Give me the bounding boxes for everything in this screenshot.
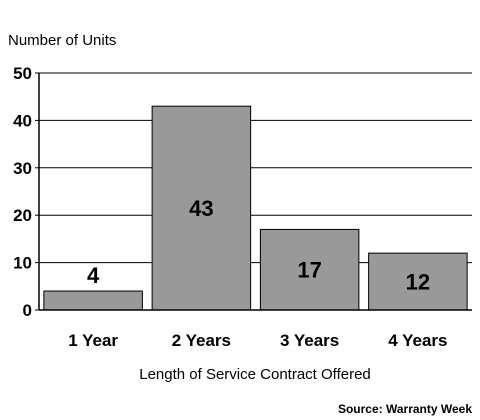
- y-tick-label: 30: [13, 159, 32, 178]
- x-axis-categories: 1 Year 2 Years 3 Years 4 Years: [68, 331, 447, 350]
- category-label: 1 Year: [68, 331, 118, 350]
- bar: [259, 228, 360, 311]
- source-note: Source: Warranty Week: [338, 402, 472, 416]
- bar: [151, 105, 252, 311]
- y-tick-label: 20: [13, 206, 32, 225]
- category-label: 3 Years: [280, 331, 339, 350]
- y-axis-title: Number of Units: [8, 32, 116, 49]
- category-label: 2 Years: [172, 331, 231, 350]
- y-axis-ticks: 0 10 20 30 40 50: [13, 64, 39, 320]
- data-label: 4: [87, 263, 100, 288]
- y-tick-label: 10: [13, 254, 32, 273]
- y-tick-label: 40: [13, 111, 32, 130]
- bars: [43, 105, 468, 311]
- data-label: 12: [406, 270, 430, 295]
- y-tick-label: 0: [23, 301, 32, 320]
- category-label: 4 Years: [388, 331, 447, 350]
- data-label: 43: [189, 196, 213, 221]
- data-label: 17: [297, 258, 321, 283]
- bar: [43, 290, 143, 311]
- x-axis-title: Length of Service Contract Offered: [139, 366, 371, 383]
- gridlines: [39, 72, 472, 264]
- bar: [368, 252, 468, 311]
- data-labels: 4 43 17 12: [87, 196, 430, 294]
- y-tick-label: 50: [13, 64, 32, 83]
